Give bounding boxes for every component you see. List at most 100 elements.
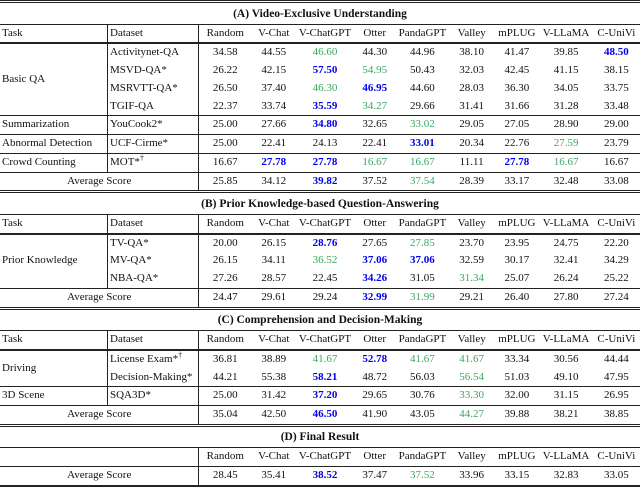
average-value-cell: 38.52 [296,465,354,485]
average-value-cell: 33.17 [494,171,540,191]
header-cell-model: Random [198,448,252,468]
value-cell: 31.28 [553,99,579,112]
value-cell: 37.06 [362,254,388,267]
value-cell: 41.67 [449,349,495,369]
table-row: Summarization YouCook2* 25.00 27.66 34.80 32.… [0,115,640,135]
task-cell: 3D Scene [0,386,108,406]
average-value-cell: 32.99 [353,287,396,307]
average-value-cell: 33.96 [449,465,495,485]
value-cell: 41.67 [296,349,354,369]
average-score-row: Average Score 28.45 35.41 38.52 37.47 37.52 33… [0,465,640,485]
value-cell: 27.59 [539,134,593,154]
average-score-row: Average Score 24.47 29.61 29.24 32.99 31.99 29… [0,287,640,307]
value-cell: 48.72 [362,370,388,383]
value-cell: 41.15 [553,64,579,76]
value-cell: 16.67 [198,152,252,172]
average-value-cell: 44.27 [449,404,495,424]
value-cell: 23.79 [592,134,640,154]
value-cell: 30.17 [504,254,530,267]
average-value-cell: 28.39 [449,171,495,191]
header-cell-model: mPLUG [494,448,540,468]
value-cell: 39.85 [539,42,593,62]
average-value-cell: 39.88 [494,404,540,424]
header-cell-model: V-ChatGPT [296,24,354,45]
value-cell: 32.65 [353,115,396,135]
value-cell: 42.15 [261,64,287,76]
table-row: NBA-QA* 27.26 28.57 22.45 34.26 31.05 31.34 25.… [0,270,640,289]
header-cell-dataset: Dataset [106,24,199,45]
value-cell: 38.15 [603,64,629,76]
value-cell: 37.20 [296,386,354,406]
dagger-superscript: † [139,153,144,163]
table-row: TGIF-QA 22.37 33.74 35.59 34.27 29.66 31.41 31.… [0,97,640,116]
header-cell-dataset: Dataset [106,214,199,235]
average-value-cell: 33.15 [494,465,540,485]
value-cell: 28.03 [459,81,485,94]
average-value-cell: 35.04 [198,404,252,424]
average-value-cell: 41.90 [353,404,396,424]
value-cell: 29.66 [410,99,435,112]
header-cell-model: V-ChatGPT [296,214,354,235]
average-value-cell: 37.52 [353,171,396,191]
average-value-cell: 29.21 [449,287,495,307]
average-value-cell: 38.85 [592,404,640,424]
average-value-cell: 33.08 [592,171,640,191]
section-title: (A) Video-Exclusive Understanding [0,3,640,25]
value-cell: 31.66 [504,99,530,112]
value-cell: 25.00 [198,134,252,154]
value-cell: 29.05 [449,115,495,135]
value-cell: 29.65 [353,386,396,406]
header-cell-task: Task [0,331,108,351]
table-row: Basic QA Activitynet-QA 34.58 44.55 46.60 44.… [0,42,640,116]
value-cell: 11.11 [449,152,495,172]
value-cell: 33.01 [395,134,450,154]
average-score-label: Average Score [0,404,199,424]
value-cell: 25.22 [603,272,629,284]
task-cell: Abnormal Detection [0,134,108,154]
dataset-cell: Decision-Making* [106,368,199,387]
value-cell: 32.59 [459,254,485,267]
average-score-row: Average Score 25.85 34.12 39.82 37.52 37.54 28… [0,171,640,191]
value-cell: 48.50 [592,42,640,62]
average-value-cell: 28.45 [198,465,252,485]
header-cell-model: V-ChatGPT [296,331,354,351]
table-row: Driving License Exam*† 36.81 38.89 41.67 52.7… [0,349,640,387]
header-cell-model: Valley [449,448,495,468]
value-cell: 26.15 [251,233,297,253]
section-comprehension-decision-making: (C) Comprehension and Decision-Making Ta… [0,306,640,424]
dataset-cell: YouCook2* [106,115,199,135]
header-cell-task [0,448,108,468]
header-cell-model: mPLUG [494,331,540,351]
value-cell: 44.30 [353,42,396,62]
value-cell: 44.96 [395,42,450,62]
results-table-video-exclusive: Task Dataset Random V-Chat V-ChatGPT Otter Pan… [0,24,640,191]
value-cell: 33.34 [494,349,540,369]
value-cell: 16.67 [592,152,640,172]
header-cell-model: V-Chat [251,24,297,45]
table-row: Abnormal Detection UCF-Cirme* 25.00 22.41 24… [0,134,640,154]
header-cell-model: Valley [449,331,495,351]
header-cell-model: PandaGPT [395,331,450,351]
value-cell: 16.67 [353,152,396,172]
average-value-cell: 33.05 [592,465,640,485]
value-cell: 57.50 [312,64,338,76]
section-video-exclusive-understanding: (A) Video-Exclusive Understanding Task Da… [0,0,640,191]
dataset-cell: TGIF-QA [106,97,199,116]
value-cell: 25.00 [198,386,252,406]
header-cell-model: Otter [353,448,396,468]
dataset-cell: MV-QA* [106,252,199,270]
value-cell: 22.37 [198,97,252,116]
header-cell-model: mPLUG [494,214,540,235]
value-cell: 22.76 [494,134,540,154]
header-cell-model: Valley [449,214,495,235]
header-cell-dataset: Dataset [106,331,199,351]
average-value-cell: 29.61 [251,287,297,307]
value-cell: 46.30 [312,81,338,94]
table-row: MSRVTT-QA* 26.50 37.40 46.30 46.95 44.60 28.03… [0,79,640,98]
value-cell: 24.75 [539,233,593,253]
value-cell: 23.95 [494,233,540,253]
value-cell: 22.41 [353,134,396,154]
average-value-cell: 26.40 [494,287,540,307]
average-score-row: Average Score 35.04 42.50 46.50 41.90 43.05 44… [0,404,640,424]
